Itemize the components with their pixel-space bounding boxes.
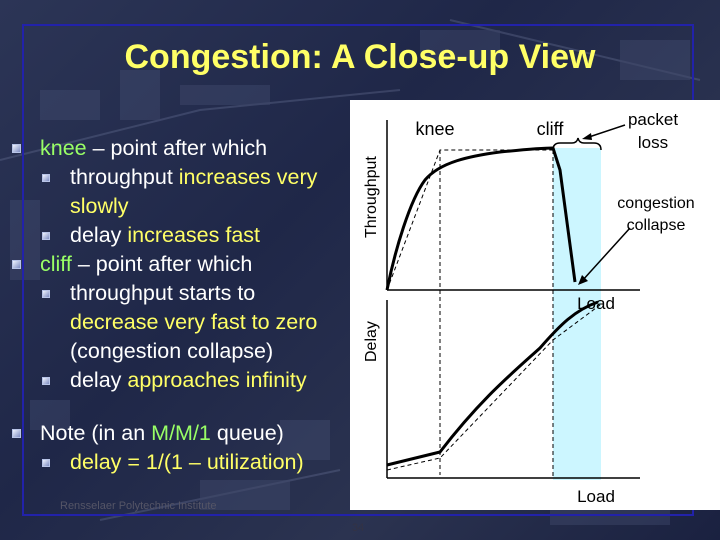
cliff-label: cliff [537, 119, 565, 139]
sub-bullet-square-icon [42, 377, 50, 385]
sub-bullet-cliff-throughput: throughput starts to [12, 279, 357, 308]
throughput-curve [385, 146, 577, 291]
collapse-label-1: congestion [617, 195, 694, 212]
delay-axis-label: Delay [363, 321, 380, 362]
sub-bullet-highlight: slowly [70, 194, 129, 218]
collapse-arrow [581, 227, 631, 282]
sub-bullet-highlight: approaches infinity [127, 368, 307, 392]
delay-ideal-curve [386, 304, 601, 471]
sub-bullet-highlight: increases very [178, 165, 318, 189]
note-highlight: M/M/1 [151, 421, 211, 445]
cliff-term: cliff [40, 252, 72, 276]
knee-term: knee [40, 136, 87, 160]
bullet-square-icon [12, 144, 21, 153]
bullet-square-icon [12, 429, 21, 438]
sub-bullet-square-icon [42, 459, 50, 467]
bullet-cliff: cliff – point after which [12, 250, 357, 279]
throughput-ideal-curve [386, 149, 553, 291]
sub-bullet-continuation: decrease very fast to zero [12, 308, 357, 337]
load-label-top: Load [577, 294, 615, 313]
sub-bullet-continuation: slowly [12, 192, 357, 221]
bullet-square-icon [12, 260, 21, 269]
bullet-note: Note (in an M/M/1 queue) [12, 419, 357, 448]
packet-loss-arrowhead [582, 133, 592, 140]
cliff-text: – point after which [71, 252, 253, 276]
sub-bullet-text: (congestion collapse) [70, 339, 274, 363]
packet-loss-brace [552, 137, 602, 151]
footer-text: Rensselaer Polytechnic Institute [60, 500, 217, 512]
knee-label: knee [415, 119, 454, 139]
sub-bullet-knee-throughput: throughput increases very [12, 163, 357, 192]
sub-bullet-continuation: (congestion collapse) [12, 337, 357, 366]
bullet-list: knee – point after which throughput incr… [12, 134, 357, 477]
sub-bullet-note-delay: delay = 1/(1 – utilization) [12, 448, 357, 477]
sub-bullet-square-icon [42, 232, 50, 240]
graph-panel [350, 100, 720, 510]
load-label-bottom: Load [577, 487, 615, 506]
packet-loss-label-1: packet [628, 110, 678, 129]
sub-bullet-cliff-delay: delay approaches infinity [12, 366, 357, 395]
sub-bullet-highlight: decrease very fast to zero [70, 310, 318, 334]
slide-title: Congestion: A Close-up View [124, 38, 596, 76]
page-number: 34 [352, 522, 365, 534]
packet-loss-arrow [585, 124, 626, 139]
delay-curve [386, 300, 599, 467]
sub-bullet-highlight: increases fast [127, 223, 261, 247]
throughput-axis-label: Throughput [363, 156, 380, 238]
collapse-arrowhead [578, 275, 588, 285]
sub-bullet-text: throughput [70, 165, 179, 189]
sub-bullet-text: throughput starts to [70, 281, 256, 305]
note-text: Note (in an [40, 421, 152, 445]
knee-text: – point after which [86, 136, 268, 160]
bullet-knee: knee – point after which [12, 134, 357, 163]
sub-bullet-knee-delay: delay increases fast [12, 221, 357, 250]
collapse-label-2: collapse [627, 217, 686, 234]
sub-bullet-square-icon [42, 174, 50, 182]
sub-bullet-text: delay [70, 223, 128, 247]
sub-bullet-text: delay [70, 368, 128, 392]
note-text: queue) [210, 421, 284, 445]
packet-loss-label-2: loss [638, 133, 668, 152]
sub-bullet-square-icon [42, 290, 50, 298]
sub-bullet-highlight: delay = 1/(1 – utilization) [70, 450, 304, 474]
